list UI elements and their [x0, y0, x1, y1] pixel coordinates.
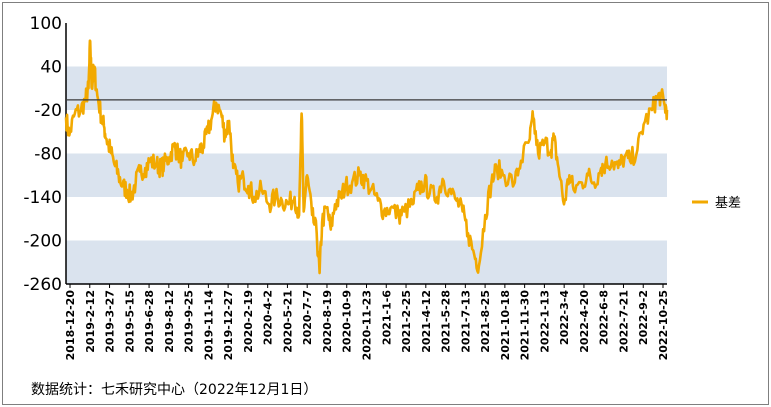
x-tick-label-9: 2020-2-19 [242, 290, 255, 353]
x-tick-label-25: 2022-3-4 [558, 290, 571, 345]
y-tick-label-0: 100 [30, 14, 62, 34]
x-tick-label-8: 2019-12-27 [222, 290, 235, 360]
series-line-jicha [64, 39, 669, 275]
x-tick-label-17: 2021-2-25 [400, 290, 413, 353]
x-tick-label-2: 2019-3-27 [104, 290, 117, 353]
x-tick-label-3: 2019-5-15 [123, 290, 136, 353]
x-tick-label-16: 2021-1-6 [380, 290, 393, 345]
x-tick-label-22: 2021-10-18 [499, 290, 512, 360]
y-tick-label-1: 40 [40, 58, 62, 78]
grid-band-2 [66, 240, 667, 284]
x-tick-label-29: 2022-9-2 [637, 290, 650, 345]
x-tick-label-5: 2019-8-12 [163, 290, 176, 353]
y-tick-label-5: -200 [23, 232, 62, 252]
x-tick-label-21: 2021-8-25 [479, 290, 492, 353]
y-tick-label-2: -20 [34, 101, 62, 121]
x-tick-label-27: 2022-6-8 [598, 290, 611, 345]
x-tick-label-6: 2019-9-25 [183, 290, 196, 353]
x-tick-label-20: 2021-7-13 [459, 290, 472, 353]
y-tick-label-4: -140 [23, 188, 62, 208]
x-tick-label-0: 2018-12-20 [64, 290, 77, 361]
x-tick-label-4: 2019-6-28 [143, 290, 156, 353]
x-tick-label-19: 2021-5-28 [440, 290, 453, 353]
x-tick-label-7: 2019-11-14 [202, 290, 215, 361]
x-tick-label-12: 2020-7-7 [301, 290, 314, 345]
x-tick-label-28: 2022-7-21 [617, 290, 630, 353]
x-tick-label-15: 2020-11-23 [361, 290, 374, 360]
x-tick-label-14: 2020-10-9 [341, 290, 354, 353]
x-tick-label-26: 2022-4-20 [578, 290, 591, 353]
source-note: 数据统计：七禾研究中心（2022年12月1日） [31, 382, 318, 398]
y-tick-label-6: -260 [23, 275, 62, 295]
y-tick-label-3: -80 [34, 145, 62, 165]
legend-label: 基差 [715, 196, 741, 211]
x-tick-label-24: 2022-1-13 [538, 290, 551, 353]
x-tick-label-23: 2021-11-30 [519, 290, 532, 361]
x-tick-label-30: 2022-10-25 [657, 290, 670, 360]
grid-band-0 [66, 66, 667, 110]
x-tick-label-1: 2019-2-12 [84, 290, 97, 353]
x-tick-label-10: 2020-4-2 [262, 290, 275, 345]
x-tick-label-13: 2020-8-19 [321, 290, 334, 353]
x-tick-label-11: 2020-5-21 [281, 290, 294, 353]
x-tick-label-18: 2021-4-12 [420, 290, 433, 353]
